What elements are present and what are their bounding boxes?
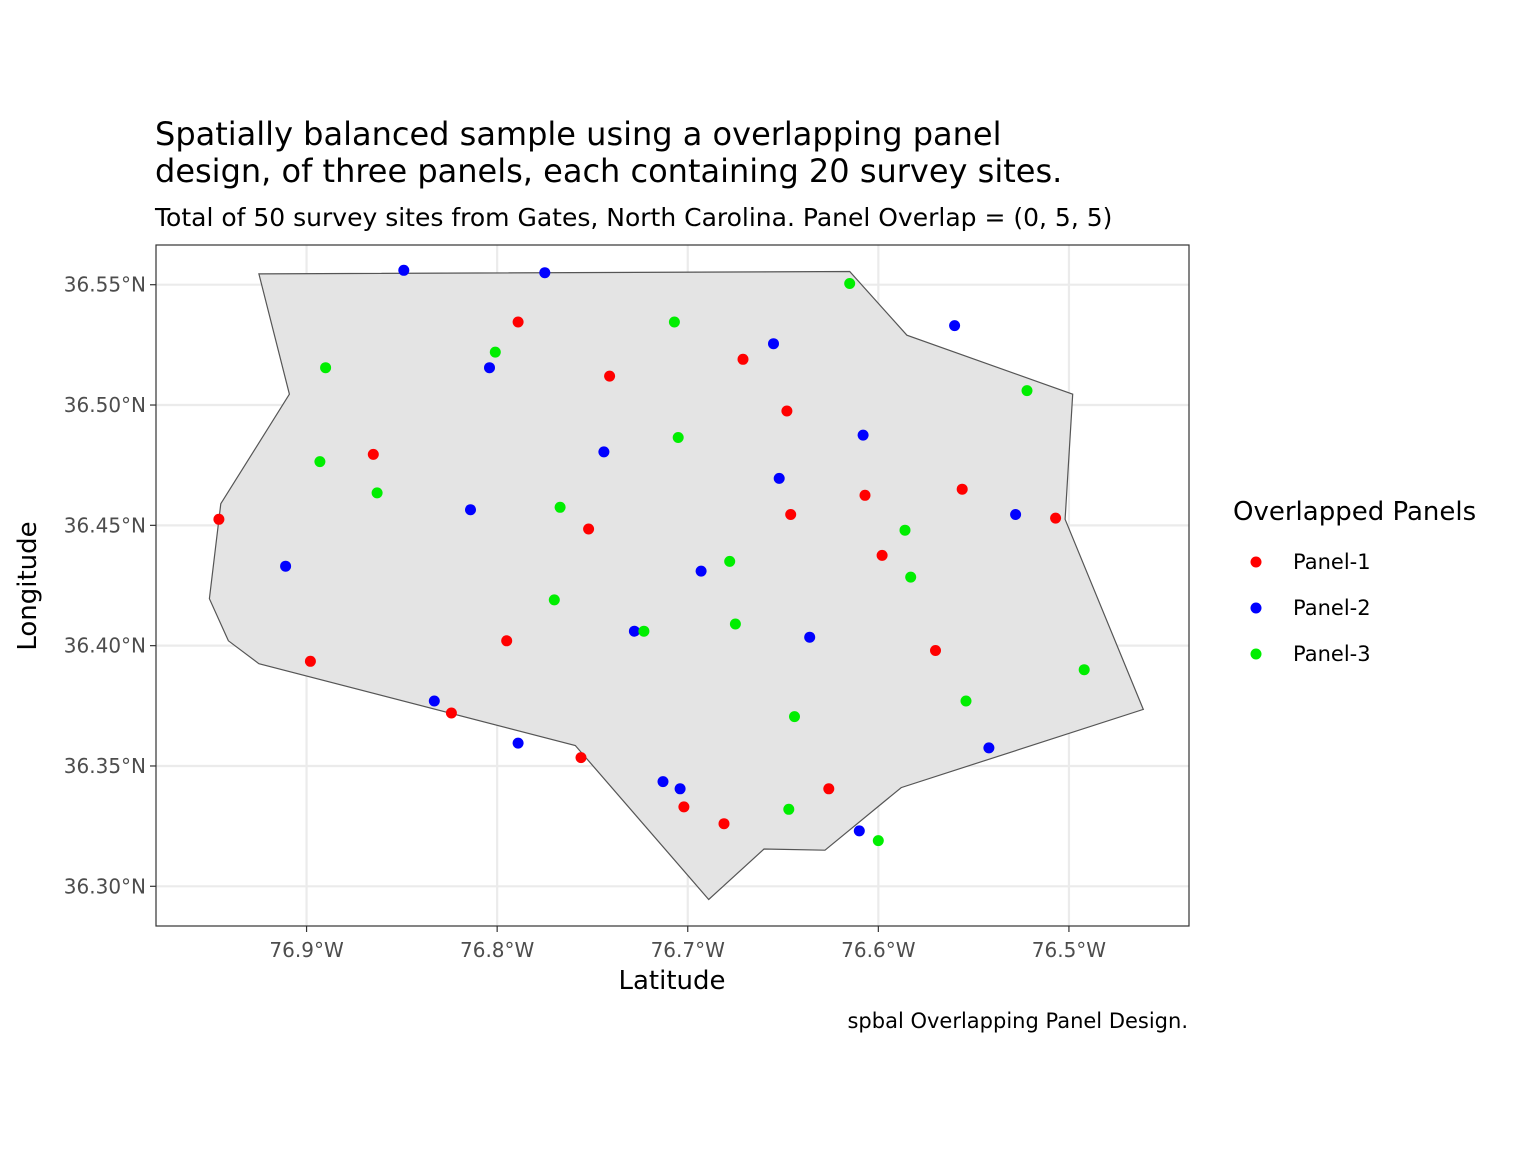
site-point-panel-1 xyxy=(445,707,457,719)
site-point-panel-2 xyxy=(983,742,995,754)
site-point-panel-3 xyxy=(783,803,795,815)
legend: Overlapped Panels Panel-1 Panel-2 Panel-3 xyxy=(1233,497,1476,666)
site-point-panel-1 xyxy=(1050,512,1062,524)
site-point-panel-2 xyxy=(695,565,707,577)
site-point-panel-2 xyxy=(949,320,961,332)
chart-title-line-1: Spatially balanced sample using a overla… xyxy=(155,115,1001,153)
site-point-panel-3 xyxy=(489,346,501,358)
legend-key-panel-3 xyxy=(1250,648,1262,660)
legend-key-panel-1 xyxy=(1250,556,1262,568)
y-tick-label: 36.50°N xyxy=(64,393,146,417)
site-point-panel-3 xyxy=(729,618,741,630)
site-point-panel-3 xyxy=(724,555,736,567)
site-point-panel-1 xyxy=(956,483,968,495)
y-axis-label: Longitude xyxy=(13,521,43,650)
site-point-panel-1 xyxy=(785,509,797,520)
site-point-panel-2 xyxy=(804,631,816,643)
site-point-panel-1 xyxy=(575,752,587,764)
site-point-panel-1 xyxy=(930,645,941,656)
site-point-panel-3 xyxy=(1021,385,1033,397)
legend-title: Overlapped Panels xyxy=(1233,497,1476,527)
legend-items: Panel-1 Panel-2 Panel-3 xyxy=(1250,550,1371,666)
site-point-panel-1 xyxy=(823,783,835,795)
site-point-panel-3 xyxy=(548,594,560,606)
chart-title-line-2: design, of three panels, each containing… xyxy=(155,152,1062,190)
site-point-panel-2 xyxy=(484,362,495,374)
site-point-panel-2 xyxy=(674,783,686,795)
y-axis-ticks: 36.30°N 36.35°N 36.40°N 36.45°N 36.50°N 36.55… xyxy=(64,273,156,898)
x-tick-label: 76.6°W xyxy=(841,938,916,962)
site-point-panel-2 xyxy=(539,267,551,279)
site-point-panel-3 xyxy=(872,835,884,847)
site-point-panel-1 xyxy=(512,316,524,328)
x-tick-label: 76.8°W xyxy=(460,938,535,962)
site-point-panel-3 xyxy=(672,432,684,443)
site-point-panel-1 xyxy=(737,353,749,365)
site-point-panel-1 xyxy=(678,801,690,813)
site-point-panel-3 xyxy=(314,456,326,468)
x-tick-label: 76.5°W xyxy=(1032,938,1107,962)
site-point-panel-1 xyxy=(859,489,871,501)
legend-label-panel-2: Panel-2 xyxy=(1293,596,1371,620)
site-point-panel-2 xyxy=(657,776,669,788)
legend-key-panel-2 xyxy=(1250,602,1262,614)
title-block: Spatially balanced sample using a overla… xyxy=(154,115,1112,232)
site-point-panel-3 xyxy=(1078,664,1090,676)
x-axis-ticks: 76.9°W 76.8°W 76.7°W 76.6°W 76.5°W xyxy=(269,926,1106,962)
site-point-panel-1 xyxy=(718,818,730,830)
site-point-panel-3 xyxy=(668,316,680,328)
site-point-panel-2 xyxy=(628,625,640,637)
site-point-panel-3 xyxy=(371,487,383,499)
x-tick-label: 76.9°W xyxy=(269,938,344,962)
site-point-panel-2 xyxy=(857,429,869,441)
site-point-panel-3 xyxy=(789,711,800,723)
site-point-panel-2 xyxy=(465,504,476,516)
site-point-panel-1 xyxy=(876,549,888,561)
county-boundary xyxy=(208,270,1145,901)
site-point-panel-3 xyxy=(320,362,332,374)
site-point-panel-2 xyxy=(398,264,410,276)
site-point-panel-2 xyxy=(853,825,865,837)
legend-label-panel-1: Panel-1 xyxy=(1293,550,1371,574)
site-point-panel-2 xyxy=(773,472,785,484)
panel-border xyxy=(155,244,1190,927)
site-point-panel-3 xyxy=(638,625,650,637)
site-point-panel-1 xyxy=(501,635,513,647)
site-point-panel-1 xyxy=(304,655,316,667)
site-point-panel-2 xyxy=(280,560,292,572)
chart-caption: spbal Overlapping Panel Design. xyxy=(847,1009,1188,1033)
site-point-panel-1 xyxy=(781,405,793,417)
site-point-panel-1 xyxy=(213,513,225,525)
site-point-panel-3 xyxy=(960,695,972,707)
site-point-panel-3 xyxy=(554,501,566,513)
site-point-panel-2 xyxy=(768,338,779,350)
survey-sites xyxy=(213,264,1090,847)
site-point-panel-1 xyxy=(367,448,379,460)
site-point-panel-1 xyxy=(604,370,616,382)
site-point-panel-1 xyxy=(583,523,595,535)
site-point-panel-2 xyxy=(512,737,524,749)
site-point-panel-3 xyxy=(905,571,917,583)
x-axis-label: Latitude xyxy=(618,966,725,996)
site-point-panel-3 xyxy=(899,524,911,536)
site-point-panel-2 xyxy=(1010,509,1022,520)
y-tick-label: 36.55°N xyxy=(64,273,146,297)
legend-label-panel-3: Panel-3 xyxy=(1293,642,1371,666)
plot-panel xyxy=(155,244,1190,927)
y-tick-label: 36.35°N xyxy=(64,754,146,778)
y-tick-label: 36.45°N xyxy=(64,513,146,537)
chart-subtitle: Total of 50 survey sites from Gates, Nor… xyxy=(154,203,1112,232)
site-point-panel-2 xyxy=(428,695,440,707)
site-point-panel-2 xyxy=(598,446,610,458)
y-tick-label: 36.40°N xyxy=(64,634,146,658)
x-tick-label: 76.7°W xyxy=(651,938,726,962)
site-point-panel-3 xyxy=(844,278,856,289)
y-tick-label: 36.30°N xyxy=(64,874,146,898)
